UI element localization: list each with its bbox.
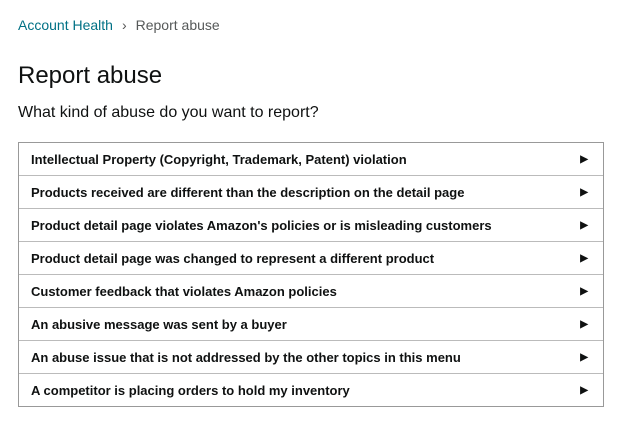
option-label: Product detail page was changed to repre… (31, 250, 435, 266)
option-label: Products received are different than the… (31, 184, 465, 200)
option-label: A competitor is placing orders to hold m… (31, 382, 350, 398)
triangle-right-icon: ▶ (580, 153, 588, 165)
abuse-option-row[interactable]: Product detail page was changed to repre… (19, 242, 603, 275)
triangle-right-icon: ▶ (580, 186, 588, 198)
option-label: Customer feedback that violates Amazon p… (31, 283, 337, 299)
abuse-option-row[interactable]: Intellectual Property (Copyright, Tradem… (19, 143, 603, 176)
abuse-option-row[interactable]: A competitor is placing orders to hold m… (19, 374, 603, 406)
triangle-right-icon: ▶ (580, 318, 588, 330)
abuse-option-row[interactable]: An abusive message was sent by a buyer ▶ (19, 308, 603, 341)
breadcrumb-account-health[interactable]: Account Health (18, 17, 113, 33)
breadcrumb: Account Health › Report abuse (18, 17, 220, 33)
page-title: Report abuse (18, 62, 163, 89)
option-label: Product detail page violates Amazon's po… (31, 217, 492, 233)
triangle-right-icon: ▶ (580, 252, 588, 264)
option-label: An abuse issue that is not addressed by … (31, 349, 461, 365)
abuse-option-row[interactable]: An abuse issue that is not addressed by … (19, 341, 603, 374)
abuse-option-row[interactable]: Products received are different than the… (19, 176, 603, 209)
abuse-option-row[interactable]: Product detail page violates Amazon's po… (19, 209, 603, 242)
triangle-right-icon: ▶ (580, 384, 588, 396)
triangle-right-icon: ▶ (580, 219, 588, 231)
triangle-right-icon: ▶ (580, 285, 588, 297)
triangle-right-icon: ▶ (580, 351, 588, 363)
abuse-options-list: Intellectual Property (Copyright, Tradem… (18, 142, 604, 407)
question-text: What kind of abuse do you want to report… (18, 104, 319, 121)
breadcrumb-current: Report abuse (135, 17, 220, 33)
option-label: Intellectual Property (Copyright, Tradem… (31, 151, 407, 167)
option-label: An abusive message was sent by a buyer (31, 316, 287, 332)
abuse-option-row[interactable]: Customer feedback that violates Amazon p… (19, 275, 603, 308)
chevron-right-icon: › (121, 17, 127, 33)
